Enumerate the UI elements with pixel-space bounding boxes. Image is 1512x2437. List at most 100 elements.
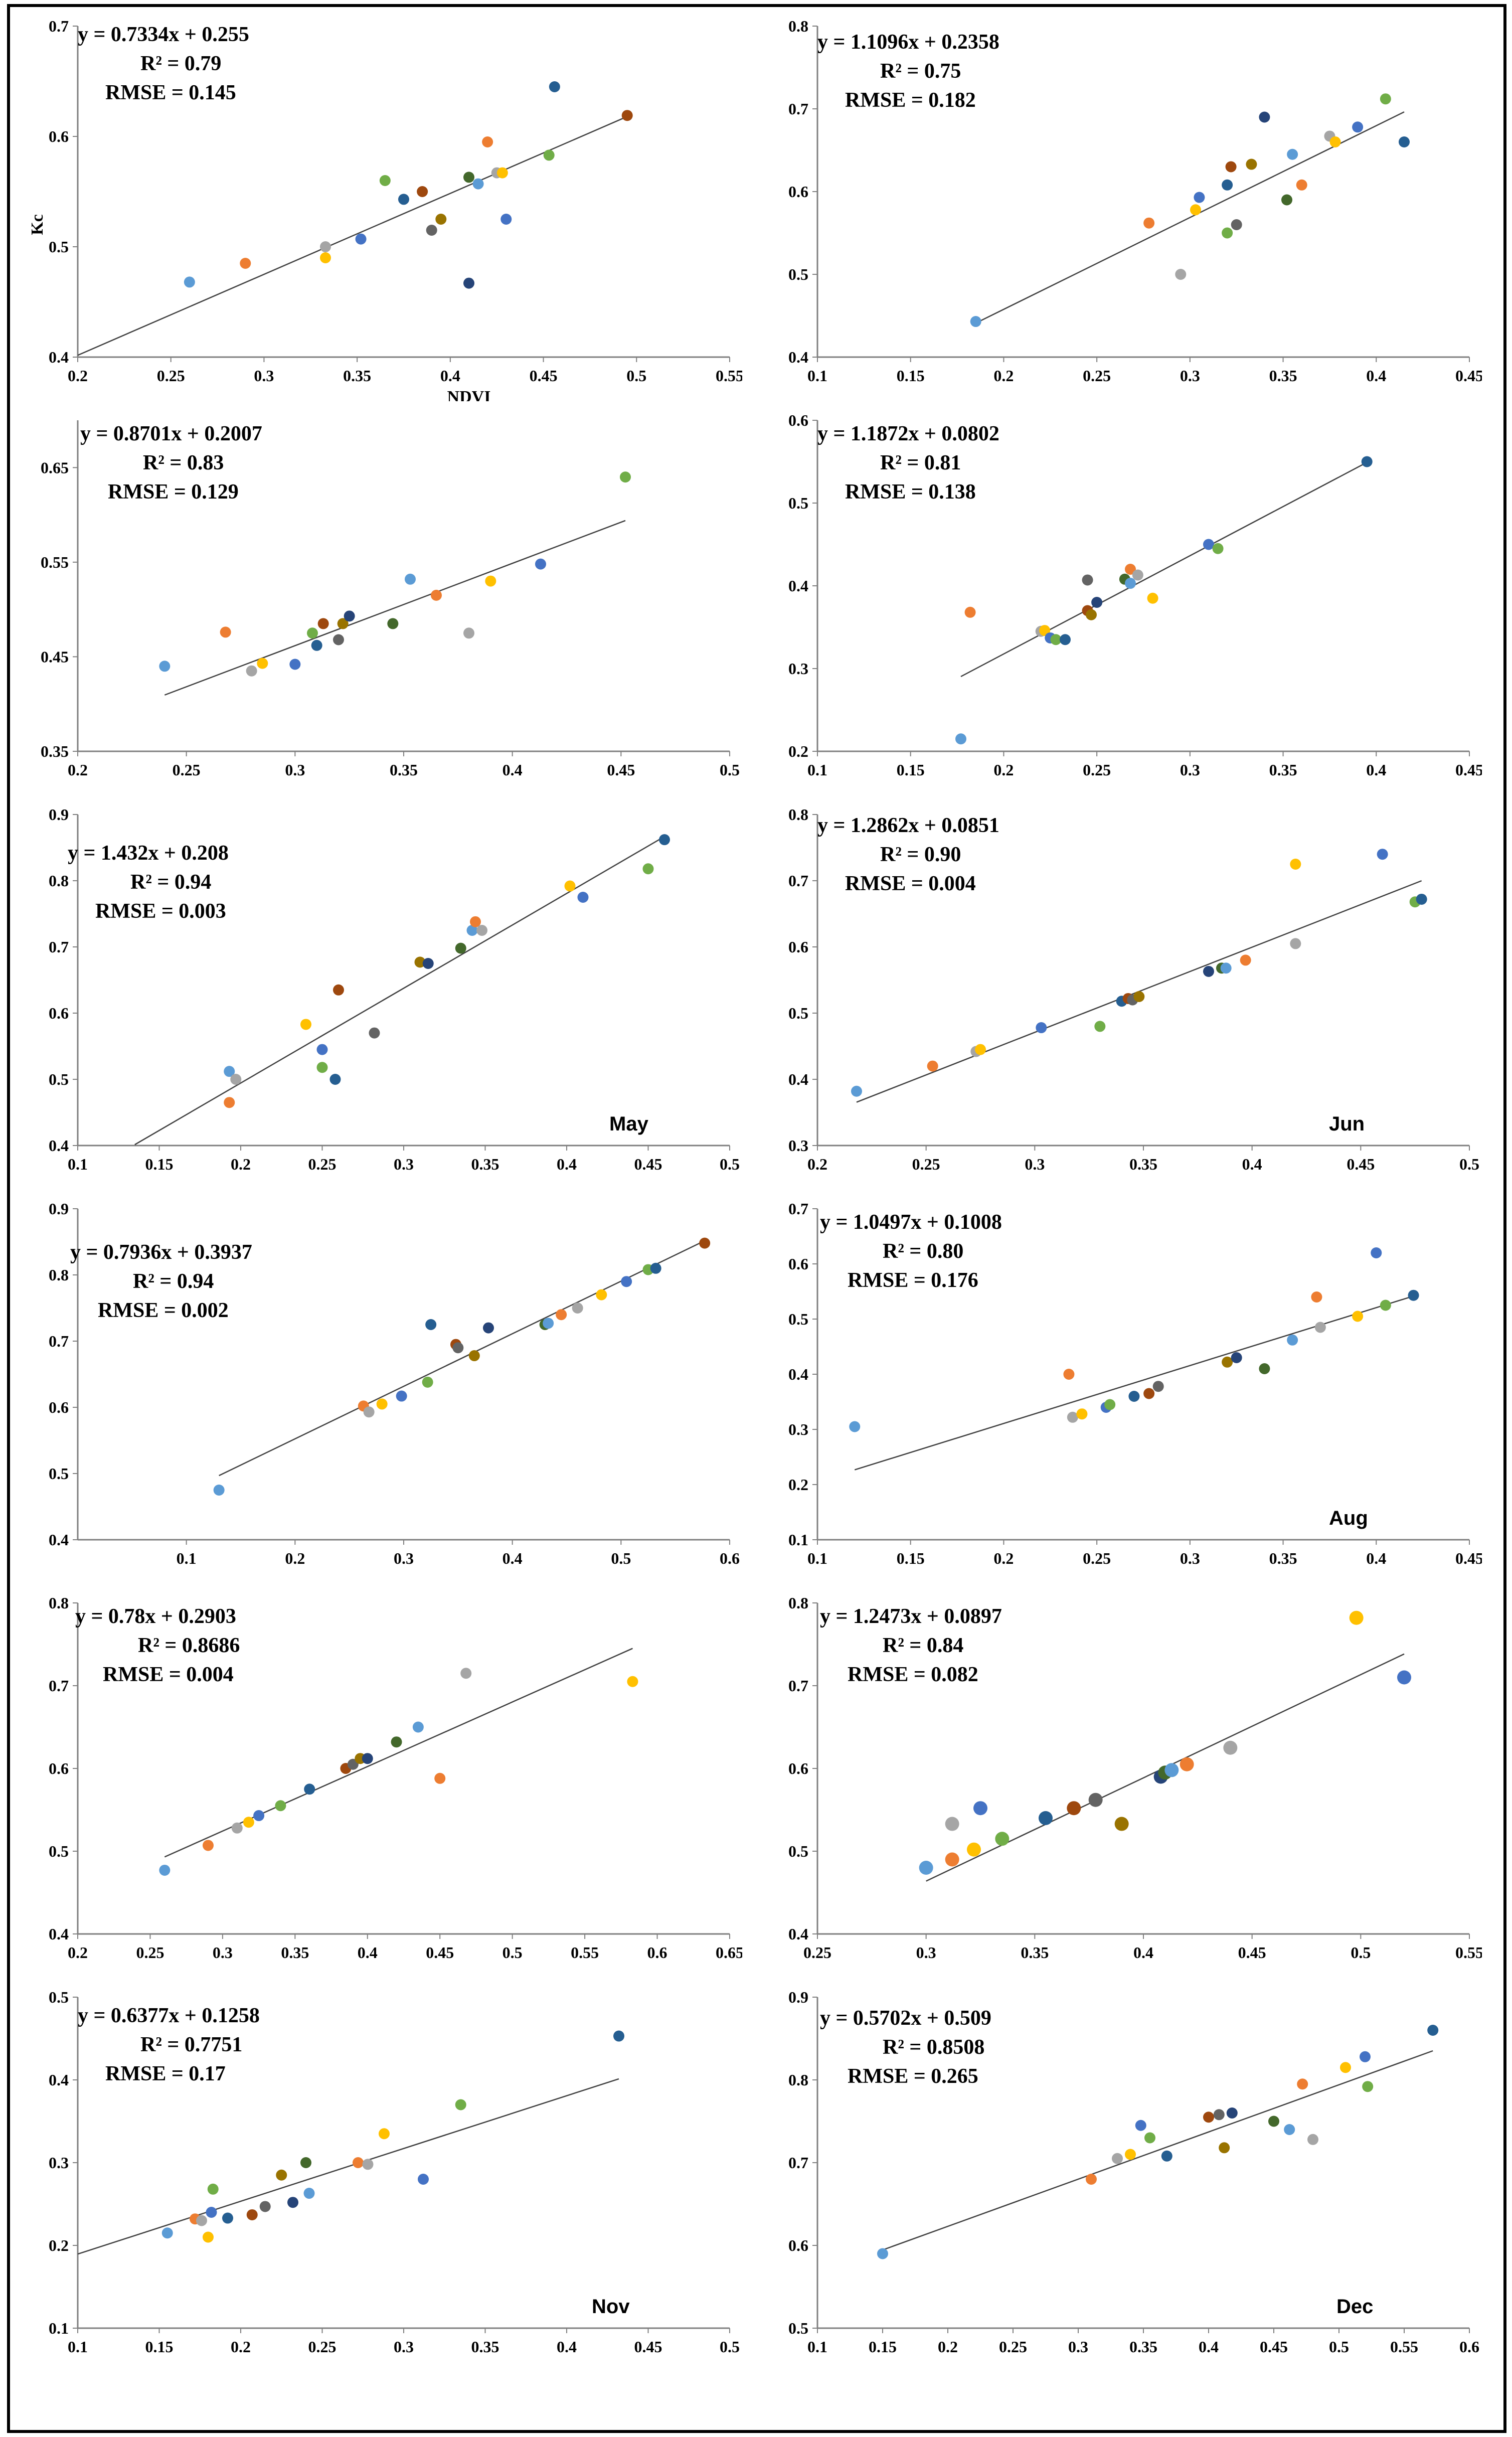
data-point bbox=[627, 1676, 638, 1687]
r-squared: R² = 0.75 bbox=[880, 60, 961, 83]
x-tick-label: 0.2 bbox=[68, 761, 88, 779]
chart-panel-2: 0.1 0.15 0.2 0.25 0.3 0.35 0.4 0.45 0.4 0.5 0.6 0.7… bbox=[760, 11, 1482, 401]
data-point bbox=[1203, 539, 1214, 550]
y-tick-label: 0.55 bbox=[41, 553, 69, 571]
data-point bbox=[485, 575, 496, 587]
data-point bbox=[224, 1097, 235, 1108]
data-point bbox=[307, 627, 318, 639]
data-point bbox=[1240, 954, 1251, 966]
month-label: Dec bbox=[1336, 2296, 1373, 2318]
x-tick-label: 0.25 bbox=[1083, 367, 1111, 385]
x-tick-label: 0.2 bbox=[807, 1155, 827, 1173]
x-tick-label: 0.3 bbox=[916, 1943, 936, 1962]
data-point bbox=[1399, 136, 1410, 147]
trendline bbox=[882, 2050, 1433, 2251]
data-point bbox=[1036, 1022, 1047, 1034]
data-point bbox=[1194, 192, 1205, 203]
data-point bbox=[964, 606, 976, 618]
data-point bbox=[1203, 2111, 1214, 2123]
y-tick-label: 0.7 bbox=[788, 2154, 808, 2172]
y-tick-label: 0.6 bbox=[49, 1004, 69, 1022]
data-point bbox=[224, 1066, 235, 1077]
x-tick-label: 0.25 bbox=[803, 1943, 831, 1962]
x-tick-label: 0.35 bbox=[1269, 367, 1297, 385]
data-point bbox=[1060, 634, 1071, 645]
x-tick-label: 0.4 bbox=[1366, 1549, 1386, 1567]
data-point bbox=[320, 241, 331, 252]
scatter-plot-2: 0.1 0.15 0.2 0.25 0.3 0.35 0.4 0.45 0.4 0.5 0.6 0.7… bbox=[788, 17, 1482, 385]
data-point bbox=[1219, 2142, 1230, 2154]
y-tick-label: 0.5 bbox=[49, 1465, 69, 1483]
chart-panel-12: 0.1 0.15 0.2 0.25 0.3 0.35 0.4 0.45 0.5 0.55 0.6 0.… bbox=[760, 1982, 1482, 2372]
x-tick-label: 0.4 bbox=[1366, 367, 1386, 385]
scatter-plot-11: 0.1 0.15 0.2 0.25 0.3 0.35 0.4 0.45 0.5 0.1 0.2 0.3… bbox=[49, 1988, 740, 2356]
regression-equation: y = 1.2473x + 0.0897 bbox=[820, 1605, 1002, 1628]
x-tick-label: 0.35 bbox=[1269, 761, 1297, 779]
data-point bbox=[418, 2174, 429, 2185]
data-point bbox=[1290, 859, 1301, 870]
data-point bbox=[387, 618, 399, 629]
data-point bbox=[455, 2099, 466, 2110]
x-tick-label: 0.65 bbox=[716, 1943, 742, 1962]
data-point bbox=[434, 1772, 446, 1784]
x-tick-label: 0.4 bbox=[502, 761, 523, 779]
y-tick-label: 0.5 bbox=[49, 1988, 69, 2006]
trendline bbox=[854, 1295, 1414, 1471]
data-point bbox=[1086, 2174, 1097, 2185]
data-point bbox=[213, 1485, 225, 1496]
data-point bbox=[422, 958, 434, 969]
rmse: RMSE = 0.002 bbox=[98, 1299, 229, 1322]
data-point bbox=[967, 1842, 981, 1857]
data-point bbox=[1143, 217, 1155, 229]
data-point bbox=[1086, 609, 1097, 620]
data-point bbox=[159, 1864, 171, 1876]
x-tick-label: 0.1 bbox=[68, 2338, 88, 2356]
y-tick-label: 0.3 bbox=[788, 660, 808, 678]
data-point bbox=[412, 1721, 424, 1733]
x-tick-label: 0.45 bbox=[1455, 367, 1482, 385]
data-point bbox=[391, 1736, 402, 1748]
month-label: Jun bbox=[1329, 1113, 1365, 1135]
trendline bbox=[78, 116, 628, 356]
data-point bbox=[945, 1817, 959, 1831]
data-point bbox=[405, 573, 416, 585]
data-point bbox=[621, 110, 633, 121]
chart-panel-8: 0.1 0.15 0.2 0.25 0.3 0.35 0.4 0.45 0.1 0.2 0.3 0.4… bbox=[760, 1194, 1482, 1584]
data-point bbox=[919, 1861, 933, 1875]
x-tick-label: 0.2 bbox=[938, 2338, 958, 2356]
r-squared: R² = 0.84 bbox=[883, 1634, 963, 1657]
data-point bbox=[1050, 634, 1062, 645]
data-point bbox=[577, 892, 589, 903]
data-point bbox=[203, 1840, 214, 1851]
x-tick-label: 0.25 bbox=[308, 2338, 337, 2356]
data-point bbox=[535, 558, 546, 570]
r-squared: R² = 0.8508 bbox=[883, 2036, 984, 2059]
x-tick-label: 0.45 bbox=[1260, 2338, 1288, 2356]
data-point bbox=[1287, 1334, 1298, 1346]
data-point bbox=[1180, 1757, 1194, 1771]
data-point bbox=[1296, 179, 1307, 191]
data-point bbox=[970, 316, 981, 328]
data-point bbox=[1220, 962, 1232, 974]
x-tick-label: 0.4 bbox=[1242, 1155, 1262, 1173]
r-squared: R² = 0.94 bbox=[133, 1270, 214, 1293]
y-tick-label: 0.6 bbox=[49, 1759, 69, 1777]
x-tick-label: 0.55 bbox=[1455, 1943, 1482, 1962]
data-point bbox=[877, 2248, 888, 2259]
x-tick-label: 0.15 bbox=[145, 1155, 174, 1173]
data-point bbox=[460, 1668, 472, 1679]
data-point bbox=[398, 194, 409, 205]
data-point bbox=[161, 2227, 173, 2239]
data-point bbox=[287, 2197, 298, 2208]
data-point bbox=[275, 1800, 286, 1812]
scatter-plot-4: 0.1 0.15 0.2 0.25 0.3 0.35 0.4 0.45 0.2 0.3 0.4 0.5… bbox=[788, 411, 1482, 779]
y-tick-label: 0.3 bbox=[49, 2154, 69, 2172]
regression-equation: y = 0.7334x + 0.255 bbox=[78, 23, 249, 46]
x-tick-label: 0.2 bbox=[285, 1549, 305, 1567]
y-tick-label: 0.7 bbox=[49, 1332, 69, 1350]
data-point bbox=[1144, 2132, 1155, 2144]
chart-panel-4: 0.1 0.15 0.2 0.25 0.3 0.35 0.4 0.45 0.2 0.3 0.4 0.5… bbox=[760, 405, 1482, 795]
data-point bbox=[303, 2188, 315, 2199]
x-axis-title: NDVI bbox=[447, 388, 491, 401]
data-point bbox=[289, 659, 301, 670]
